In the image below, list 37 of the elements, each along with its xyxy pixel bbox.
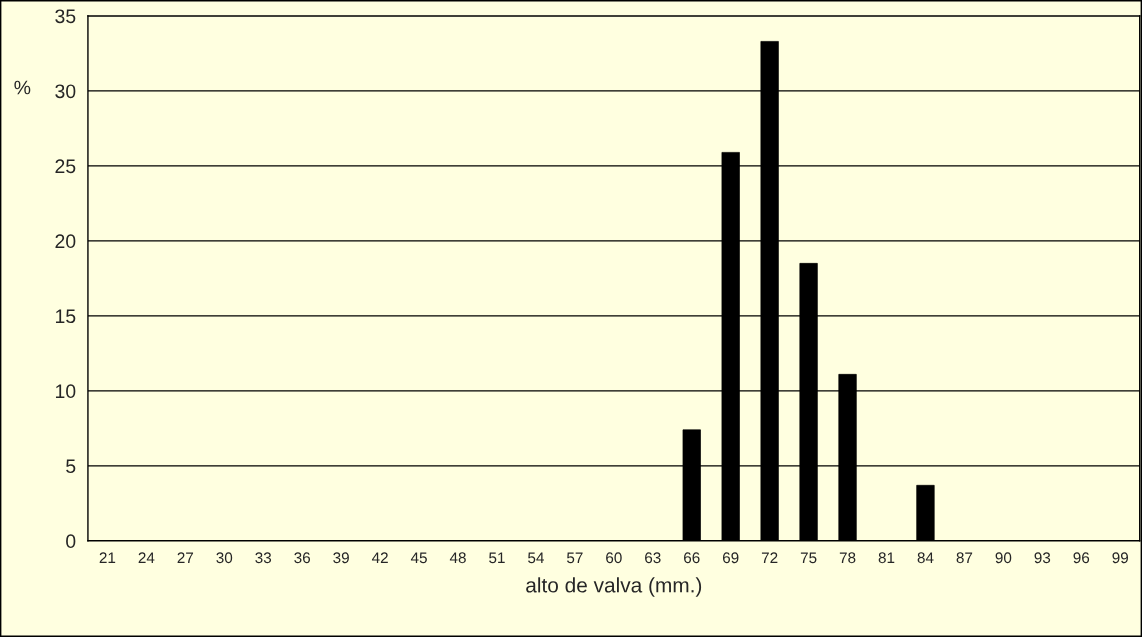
y-tick-label: 30 [55, 84, 76, 99]
x-tick-label: 57 [566, 552, 583, 564]
y-tick-label: 20 [55, 234, 76, 249]
y-tick-label: 15 [55, 309, 76, 324]
x-tick-label: 81 [878, 552, 895, 564]
x-tick-label: 69 [722, 552, 739, 564]
x-tick-label: 39 [333, 552, 349, 564]
x-tick-label: 99 [1112, 552, 1129, 564]
y-tick-label: 0 [66, 534, 76, 549]
x-tick-label: 48 [449, 552, 466, 564]
x-tick-label: 60 [606, 552, 622, 564]
y-axis-title: % [14, 80, 31, 95]
x-tick-label: 54 [528, 552, 544, 564]
y-tick-label: 35 [55, 9, 76, 24]
x-tick-label: 51 [489, 552, 505, 564]
x-tick-label: 96 [1073, 552, 1090, 564]
x-tick-label: 21 [99, 552, 116, 563]
x-tick-label: 90 [995, 552, 1012, 564]
x-tick-label: 45 [410, 552, 427, 564]
x-axis-title: alto de valva (mm.) [526, 577, 702, 597]
x-tick-label: 75 [800, 552, 817, 564]
x-tick-label: 33 [255, 552, 272, 564]
y-tick-label: 25 [55, 159, 76, 174]
x-tick-label: 42 [371, 552, 388, 563]
x-tick-label: 93 [1034, 552, 1051, 564]
x-tick-label: 78 [839, 552, 856, 564]
x-tick-label: 63 [645, 552, 661, 564]
x-tick-label: 84 [917, 552, 934, 564]
y-tick-label: 10 [55, 384, 76, 399]
x-tick-label: 87 [956, 552, 973, 564]
x-tick-label: 27 [177, 552, 194, 563]
x-tick-label: 30 [216, 552, 233, 564]
x-tick-label: 72 [761, 552, 778, 563]
x-tick-label: 36 [294, 552, 311, 564]
x-tick-label: 66 [684, 552, 700, 564]
x-tick-label: 24 [138, 552, 155, 563]
y-tick-label: 5 [66, 459, 76, 474]
